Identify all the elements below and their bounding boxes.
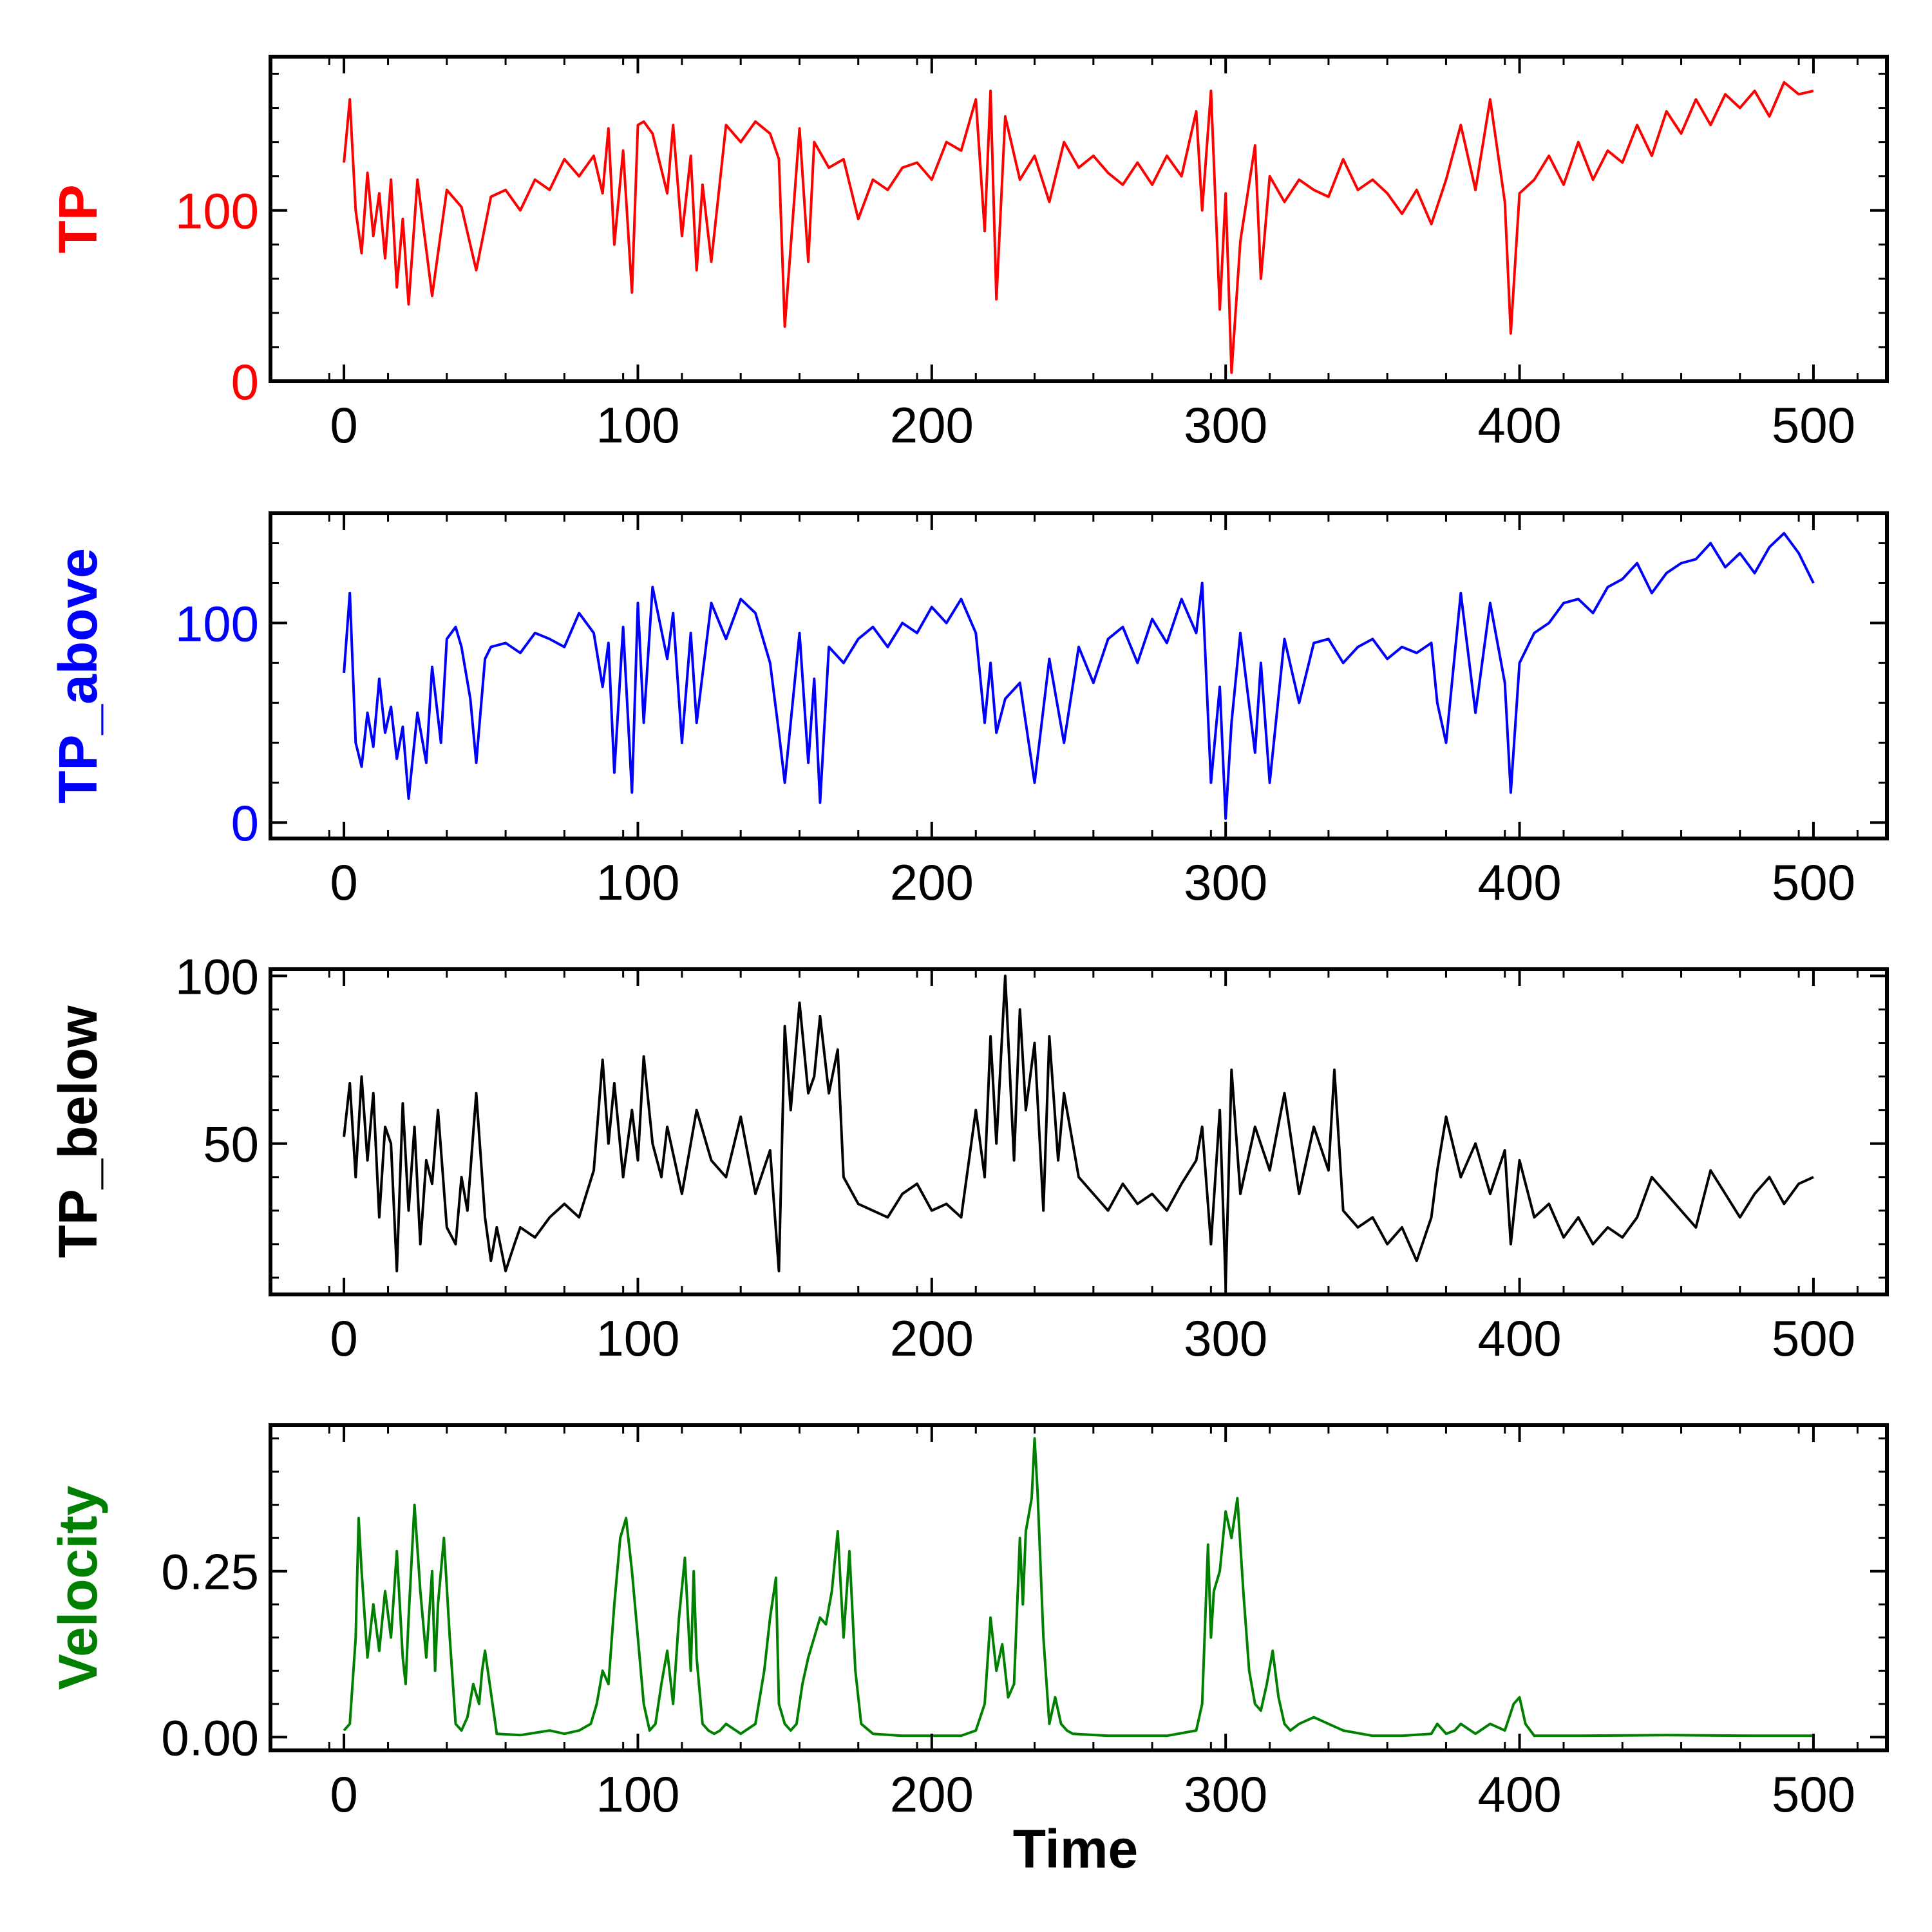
tp-below-y-axis-title: TP_below bbox=[48, 1005, 108, 1258]
velocity-x-tick-label: 0 bbox=[330, 1766, 357, 1823]
x-axis-title: Time bbox=[1013, 1819, 1139, 1879]
velocity-x-tick-label: 400 bbox=[1477, 1766, 1561, 1823]
tp-panel: 0 100 200 300 400 500 0 100 TP bbox=[48, 55, 1889, 453]
tp-x-tick-label: 500 bbox=[1772, 397, 1855, 453]
tp-above-x-tick-label: 500 bbox=[1772, 854, 1855, 911]
tp-above-x-tick-label: 0 bbox=[330, 854, 357, 911]
tp-below-x-tick-label: 400 bbox=[1477, 1310, 1561, 1367]
tp-above-y-axis-title: TP_above bbox=[48, 548, 108, 804]
velocity-x-tick-label: 100 bbox=[596, 1766, 679, 1823]
tp-above-x-tick-label: 400 bbox=[1477, 854, 1561, 911]
tp-above-x-tick-label: 100 bbox=[596, 854, 679, 911]
velocity-x-tick-label: 200 bbox=[890, 1766, 974, 1823]
tp-below-y-tick-label: 50 bbox=[203, 1116, 259, 1173]
velocity-x-tick-label: 300 bbox=[1184, 1766, 1267, 1823]
tp-below-x-tick-label: 100 bbox=[596, 1310, 679, 1367]
velocity-panel: 0 100 200 300 400 500 0.00 0.25 Velocity bbox=[48, 1423, 1889, 1823]
tp-x-tick-label: 300 bbox=[1184, 397, 1267, 453]
tp-below-panel: 0 100 200 300 400 500 50 100 TP_below bbox=[48, 948, 1889, 1367]
tp-above-panel: 0 100 200 300 400 500 0 100 TP_above bbox=[48, 511, 1889, 911]
velocity-y-tick-label: 0.00 bbox=[161, 1709, 259, 1766]
velocity-y-axis-title: Velocity bbox=[48, 1485, 108, 1690]
tp-series-line bbox=[343, 80, 1814, 374]
velocity-y-tick-label: 0.25 bbox=[161, 1544, 259, 1600]
tp-x-tick-label: 100 bbox=[596, 397, 679, 453]
tp-x-tick-label: 0 bbox=[330, 397, 357, 453]
velocity-axes-frame bbox=[269, 1423, 1889, 1752]
tp-above-axes-frame bbox=[269, 511, 1889, 840]
tp-above-x-tick-label: 300 bbox=[1184, 854, 1267, 911]
tp-above-series-line bbox=[343, 532, 1815, 820]
tp-below-y-tick-label: 100 bbox=[175, 948, 259, 1005]
tp-y-tick-label: 0 bbox=[231, 354, 259, 410]
tp-x-tick-label: 200 bbox=[890, 397, 974, 453]
tp-below-series-line bbox=[343, 974, 1814, 1286]
tp-below-x-tick-label: 300 bbox=[1184, 1310, 1267, 1367]
tp-below-x-tick-label: 0 bbox=[330, 1310, 357, 1367]
velocity-x-tick-label: 500 bbox=[1772, 1766, 1855, 1823]
tp-above-y-tick-label: 0 bbox=[231, 795, 259, 851]
tp-x-tick-label: 400 bbox=[1477, 397, 1561, 453]
tp-y-axis-title: TP bbox=[48, 184, 108, 253]
tp-above-x-tick-label: 200 bbox=[890, 854, 974, 911]
velocity-series-line bbox=[343, 1437, 1814, 1738]
tp-below-x-tick-label: 500 bbox=[1772, 1310, 1855, 1367]
tp-above-y-tick-label: 100 bbox=[175, 595, 259, 652]
tp-below-x-tick-label: 200 bbox=[890, 1310, 974, 1367]
tp-y-tick-label: 100 bbox=[175, 183, 259, 240]
tp-below-axes-frame bbox=[269, 967, 1889, 1296]
tp-axes-frame bbox=[269, 55, 1889, 383]
